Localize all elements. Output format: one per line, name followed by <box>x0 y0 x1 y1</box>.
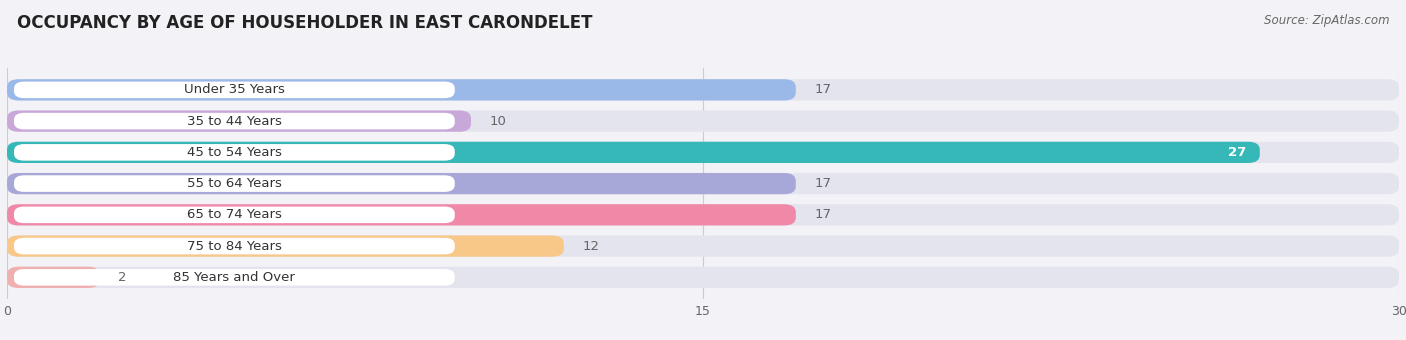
Text: 75 to 84 Years: 75 to 84 Years <box>187 240 281 253</box>
FancyBboxPatch shape <box>7 236 1399 257</box>
Text: 35 to 44 Years: 35 to 44 Years <box>187 115 281 128</box>
FancyBboxPatch shape <box>7 267 100 288</box>
Text: 45 to 54 Years: 45 to 54 Years <box>187 146 281 159</box>
Text: 12: 12 <box>582 240 599 253</box>
FancyBboxPatch shape <box>7 173 1399 194</box>
Text: 65 to 74 Years: 65 to 74 Years <box>187 208 281 221</box>
FancyBboxPatch shape <box>14 207 454 223</box>
Text: 17: 17 <box>814 208 831 221</box>
FancyBboxPatch shape <box>7 110 471 132</box>
FancyBboxPatch shape <box>7 79 796 101</box>
Text: 55 to 64 Years: 55 to 64 Years <box>187 177 281 190</box>
Text: Under 35 Years: Under 35 Years <box>184 83 285 96</box>
Text: 2: 2 <box>118 271 127 284</box>
FancyBboxPatch shape <box>14 82 454 98</box>
FancyBboxPatch shape <box>7 204 1399 225</box>
Text: 17: 17 <box>814 83 831 96</box>
FancyBboxPatch shape <box>7 173 796 194</box>
FancyBboxPatch shape <box>7 142 1399 163</box>
FancyBboxPatch shape <box>7 267 1399 288</box>
FancyBboxPatch shape <box>7 236 564 257</box>
FancyBboxPatch shape <box>7 110 1399 132</box>
Text: 27: 27 <box>1227 146 1246 159</box>
FancyBboxPatch shape <box>7 79 1399 101</box>
FancyBboxPatch shape <box>7 142 1260 163</box>
Text: 10: 10 <box>489 115 506 128</box>
FancyBboxPatch shape <box>7 204 796 225</box>
Text: 85 Years and Over: 85 Years and Over <box>173 271 295 284</box>
FancyBboxPatch shape <box>14 238 454 254</box>
FancyBboxPatch shape <box>14 269 454 286</box>
FancyBboxPatch shape <box>14 144 454 160</box>
Text: 17: 17 <box>814 177 831 190</box>
FancyBboxPatch shape <box>14 113 454 130</box>
Text: OCCUPANCY BY AGE OF HOUSEHOLDER IN EAST CARONDELET: OCCUPANCY BY AGE OF HOUSEHOLDER IN EAST … <box>17 14 592 32</box>
Text: Source: ZipAtlas.com: Source: ZipAtlas.com <box>1264 14 1389 27</box>
FancyBboxPatch shape <box>14 175 454 192</box>
